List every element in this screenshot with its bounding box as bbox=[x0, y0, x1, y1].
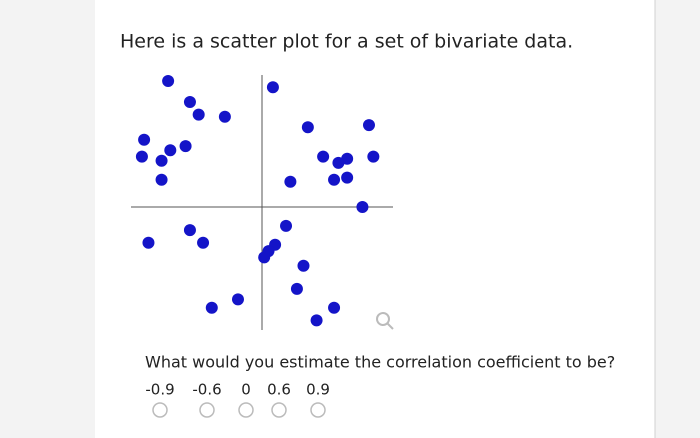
option-radio[interactable] bbox=[238, 402, 254, 418]
point bbox=[231, 293, 244, 306]
point bbox=[142, 236, 155, 249]
point bbox=[362, 119, 375, 132]
point bbox=[290, 282, 303, 295]
point bbox=[367, 150, 380, 163]
option-label: 0.6 bbox=[267, 381, 291, 399]
option-label: 0 bbox=[241, 381, 251, 399]
question: What would you estimate the correlation … bbox=[145, 353, 615, 372]
option-label: -0.6 bbox=[192, 381, 221, 399]
point bbox=[205, 301, 218, 314]
point bbox=[197, 236, 210, 249]
point bbox=[266, 81, 279, 94]
point bbox=[218, 110, 231, 123]
point bbox=[138, 133, 151, 146]
option-radio[interactable] bbox=[199, 402, 215, 418]
point bbox=[301, 121, 314, 134]
point bbox=[183, 96, 196, 108]
option-radio[interactable] bbox=[152, 402, 168, 418]
point bbox=[356, 201, 369, 213]
option-label: 0.9 bbox=[306, 381, 330, 399]
point bbox=[192, 108, 205, 121]
panel bbox=[95, 0, 655, 438]
point bbox=[284, 175, 297, 188]
point bbox=[155, 154, 168, 167]
point bbox=[317, 150, 330, 163]
magnifier-icon bbox=[376, 312, 394, 330]
point bbox=[328, 173, 341, 186]
point bbox=[135, 150, 148, 163]
option-radio[interactable] bbox=[271, 402, 287, 418]
point bbox=[164, 144, 177, 157]
title: Here is a scatter plot for a set of biva… bbox=[120, 31, 573, 53]
point bbox=[258, 251, 271, 264]
point bbox=[179, 140, 192, 153]
option-radio[interactable] bbox=[310, 402, 326, 418]
point bbox=[280, 219, 293, 232]
point bbox=[155, 173, 168, 186]
point bbox=[328, 301, 341, 314]
point bbox=[297, 259, 310, 272]
option-label: -0.9 bbox=[145, 381, 174, 399]
point bbox=[310, 314, 323, 327]
point bbox=[162, 75, 175, 87]
point bbox=[341, 171, 354, 184]
point bbox=[332, 156, 345, 169]
point bbox=[183, 224, 196, 237]
